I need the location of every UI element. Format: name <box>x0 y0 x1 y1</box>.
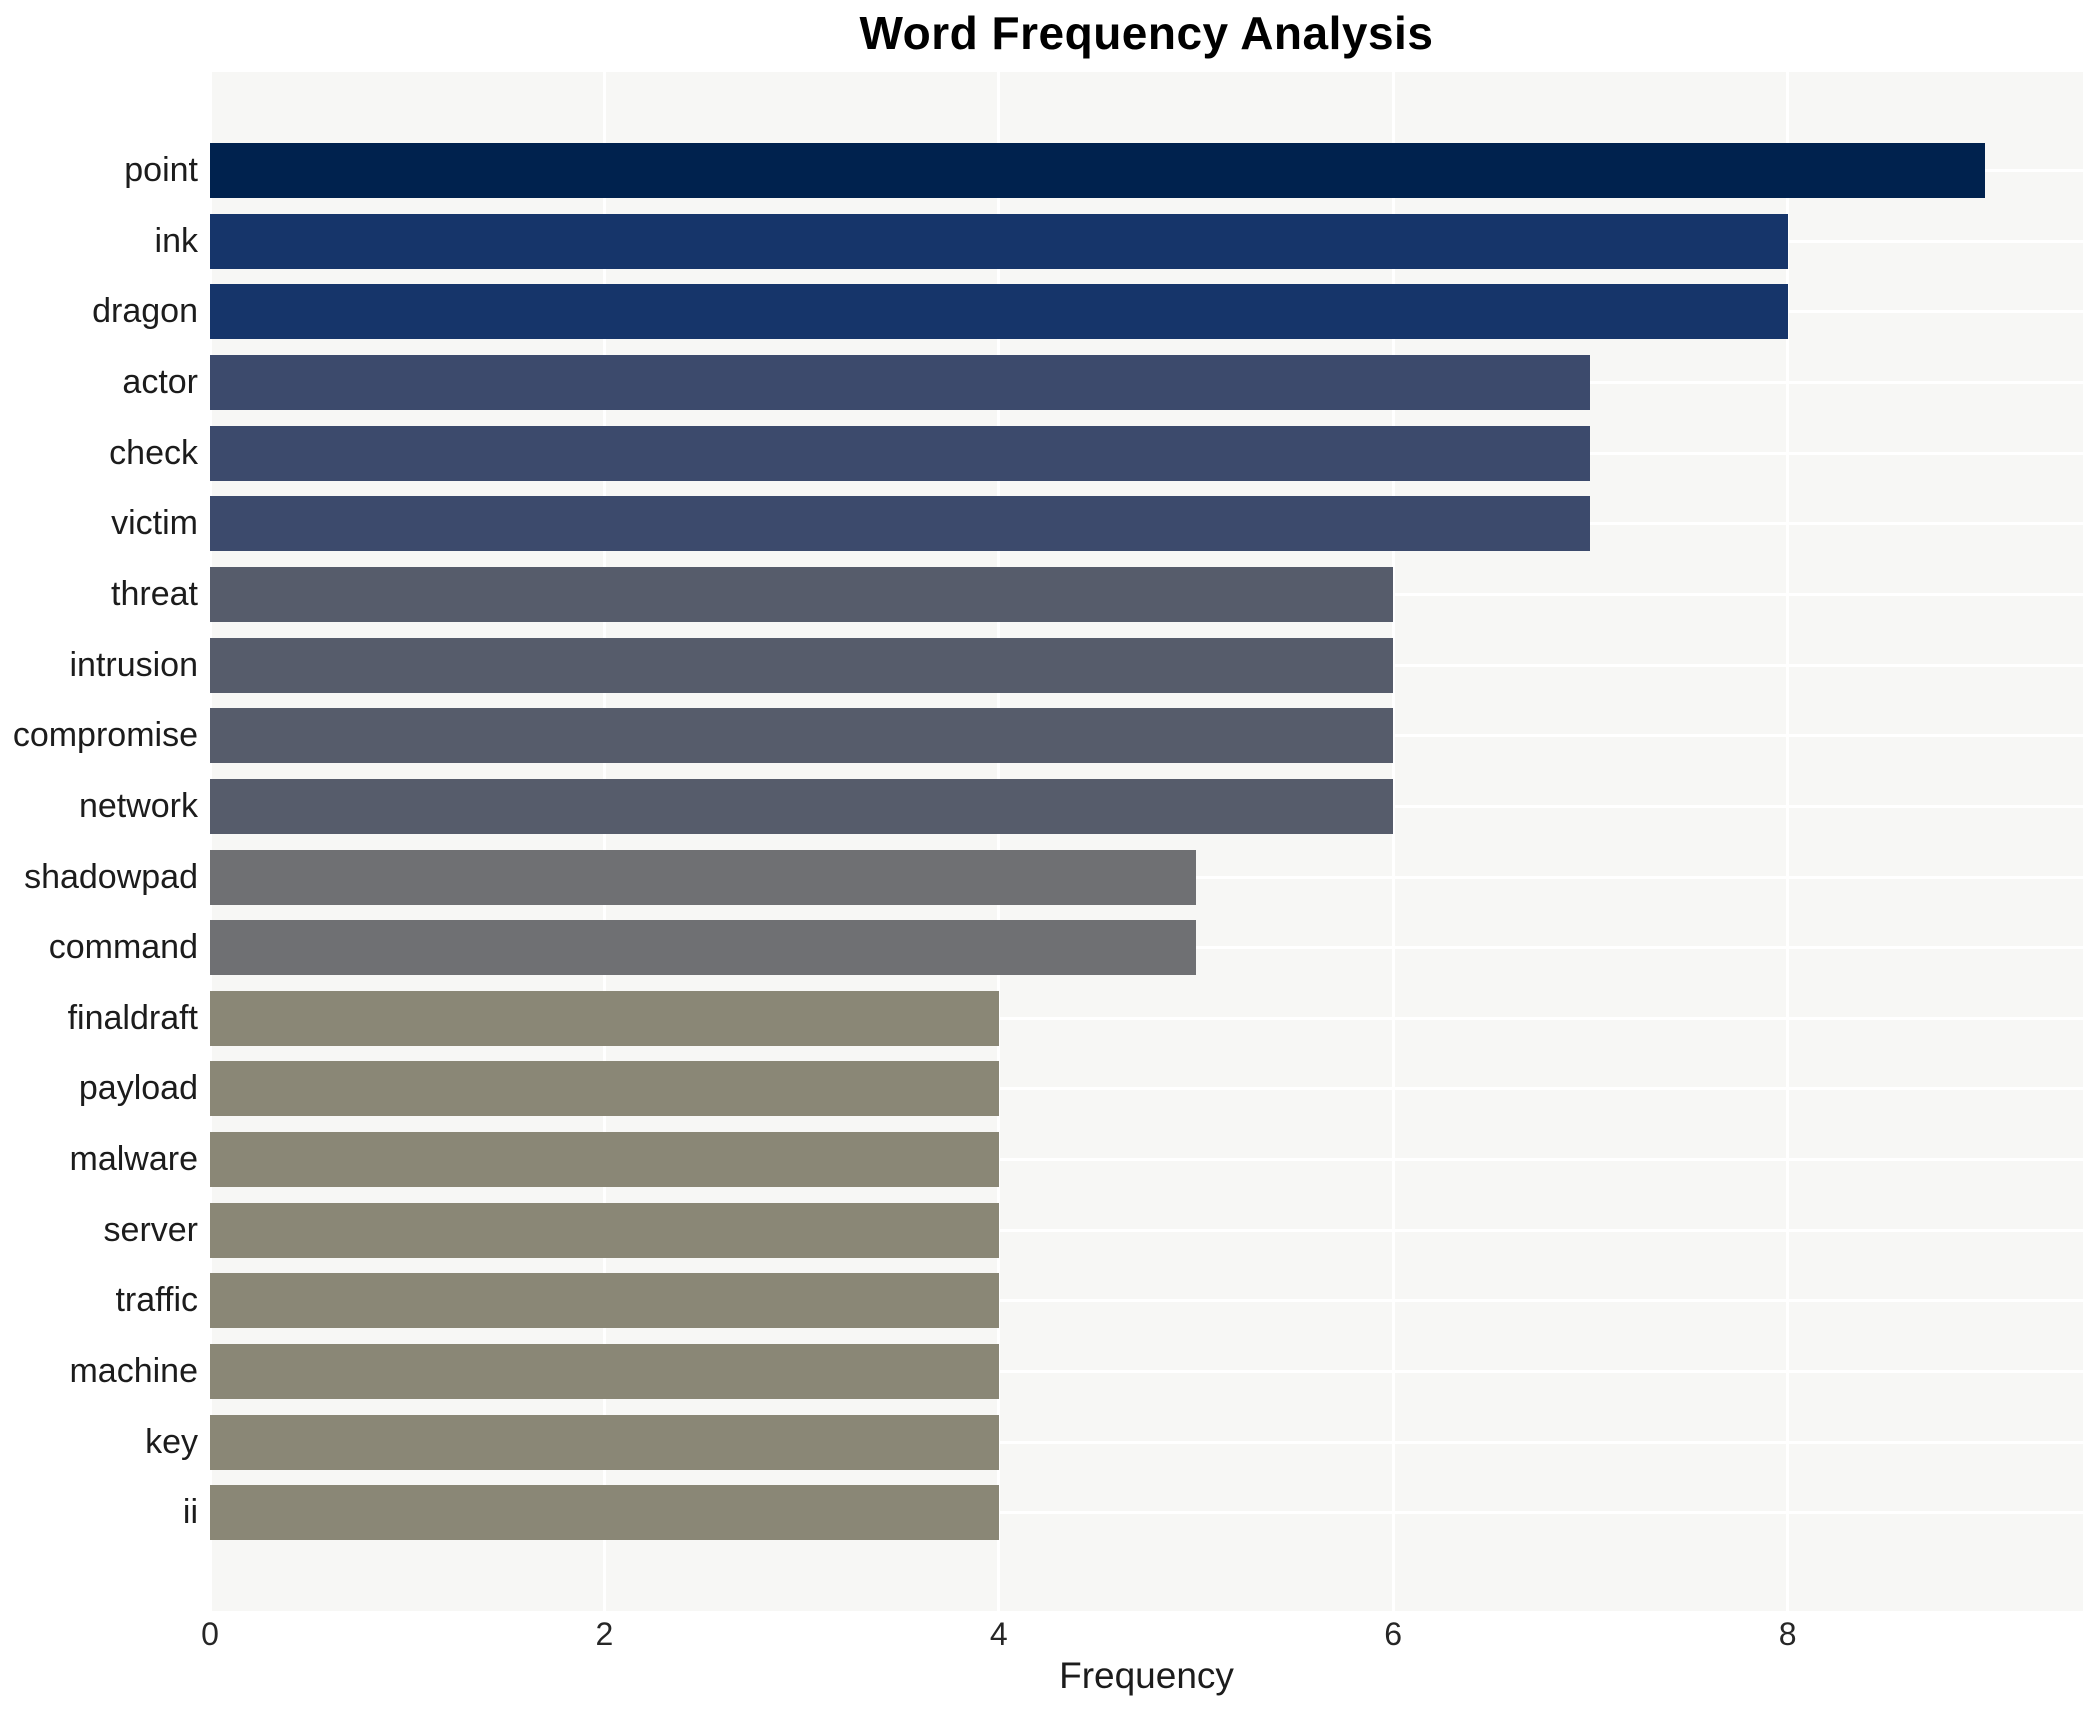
x-axis-label: Frequency <box>1059 1655 1234 1696</box>
y-axis-label-server: server <box>103 1210 198 1249</box>
gridline-vertical <box>602 72 606 1611</box>
bar-victim <box>210 496 1591 552</box>
gridline-horizontal <box>210 1440 2083 1444</box>
bar-payload <box>210 1061 999 1117</box>
bar-server <box>210 1202 999 1258</box>
y-axis-label-check: check <box>109 433 198 472</box>
x-tick-label-6: 6 <box>1384 1616 1403 1652</box>
y-axis-label-threat: threat <box>111 574 198 613</box>
x-tick-label-0: 0 <box>201 1616 219 1652</box>
bar-dragon <box>210 284 1788 340</box>
gridline-horizontal <box>210 1158 2083 1162</box>
y-axis-label-network: network <box>78 786 198 825</box>
bar-machine <box>210 1344 999 1400</box>
bar-intrusion <box>210 637 1394 693</box>
y-axis-label-ii: ii <box>182 1493 198 1532</box>
x-tick-label-8: 8 <box>1778 1616 1797 1652</box>
y-axis-label-command: command <box>48 928 198 967</box>
bar-command <box>210 920 1196 976</box>
bar-check <box>210 425 1591 481</box>
gridline-horizontal <box>210 1511 2083 1515</box>
y-axis-label-machine: machine <box>69 1352 198 1391</box>
bar-point <box>210 143 1985 198</box>
bar-key <box>210 1414 999 1470</box>
gridline-horizontal <box>210 1087 2083 1091</box>
gridline-vertical <box>1391 72 1395 1611</box>
y-axis-label-malware: malware <box>69 1140 198 1179</box>
gridline-horizontal <box>210 1370 2083 1374</box>
bar-traffic <box>210 1273 999 1329</box>
bar-threat <box>210 566 1394 622</box>
y-axis-label-compromise: compromise <box>12 716 198 755</box>
bar-actor <box>210 354 1591 410</box>
y-axis-label-dragon: dragon <box>92 292 198 331</box>
x-tick-label-2: 2 <box>595 1616 614 1652</box>
bar-shadowpad <box>210 849 1196 905</box>
gridline-vertical <box>1786 72 1790 1611</box>
gridline-vertical <box>997 72 1001 1611</box>
y-axis-label-point: point <box>124 151 198 189</box>
chart-title: Word Frequency Analysis <box>859 7 1434 59</box>
y-axis-label-intrusion: intrusion <box>69 645 198 684</box>
gridline-horizontal <box>210 1016 2083 1020</box>
bar-malware <box>210 1132 999 1188</box>
x-tick-label-4: 4 <box>989 1616 1008 1652</box>
bar-finaldraft <box>210 990 999 1046</box>
gridline-horizontal <box>210 1299 2083 1303</box>
y-axis-label-actor: actor <box>122 362 198 401</box>
y-axis-label-finaldraft: finaldraft <box>67 998 198 1037</box>
bar-compromise <box>210 708 1394 764</box>
y-axis-label-shadowpad: shadowpad <box>24 857 198 896</box>
y-axis-label-payload: payload <box>78 1069 198 1108</box>
bar-network <box>210 778 1394 834</box>
y-axis-label-key: key <box>145 1422 198 1461</box>
chart-panel <box>208 72 2083 1611</box>
gridline-horizontal <box>210 1228 2083 1232</box>
gridline-vertical <box>208 72 212 1611</box>
y-axis-label-ink: ink <box>154 221 198 260</box>
y-axis-label-victim: victim <box>111 504 198 543</box>
bar-ink <box>210 213 1788 269</box>
bar-ii <box>210 1485 999 1541</box>
y-axis-label-traffic: traffic <box>115 1281 198 1320</box>
